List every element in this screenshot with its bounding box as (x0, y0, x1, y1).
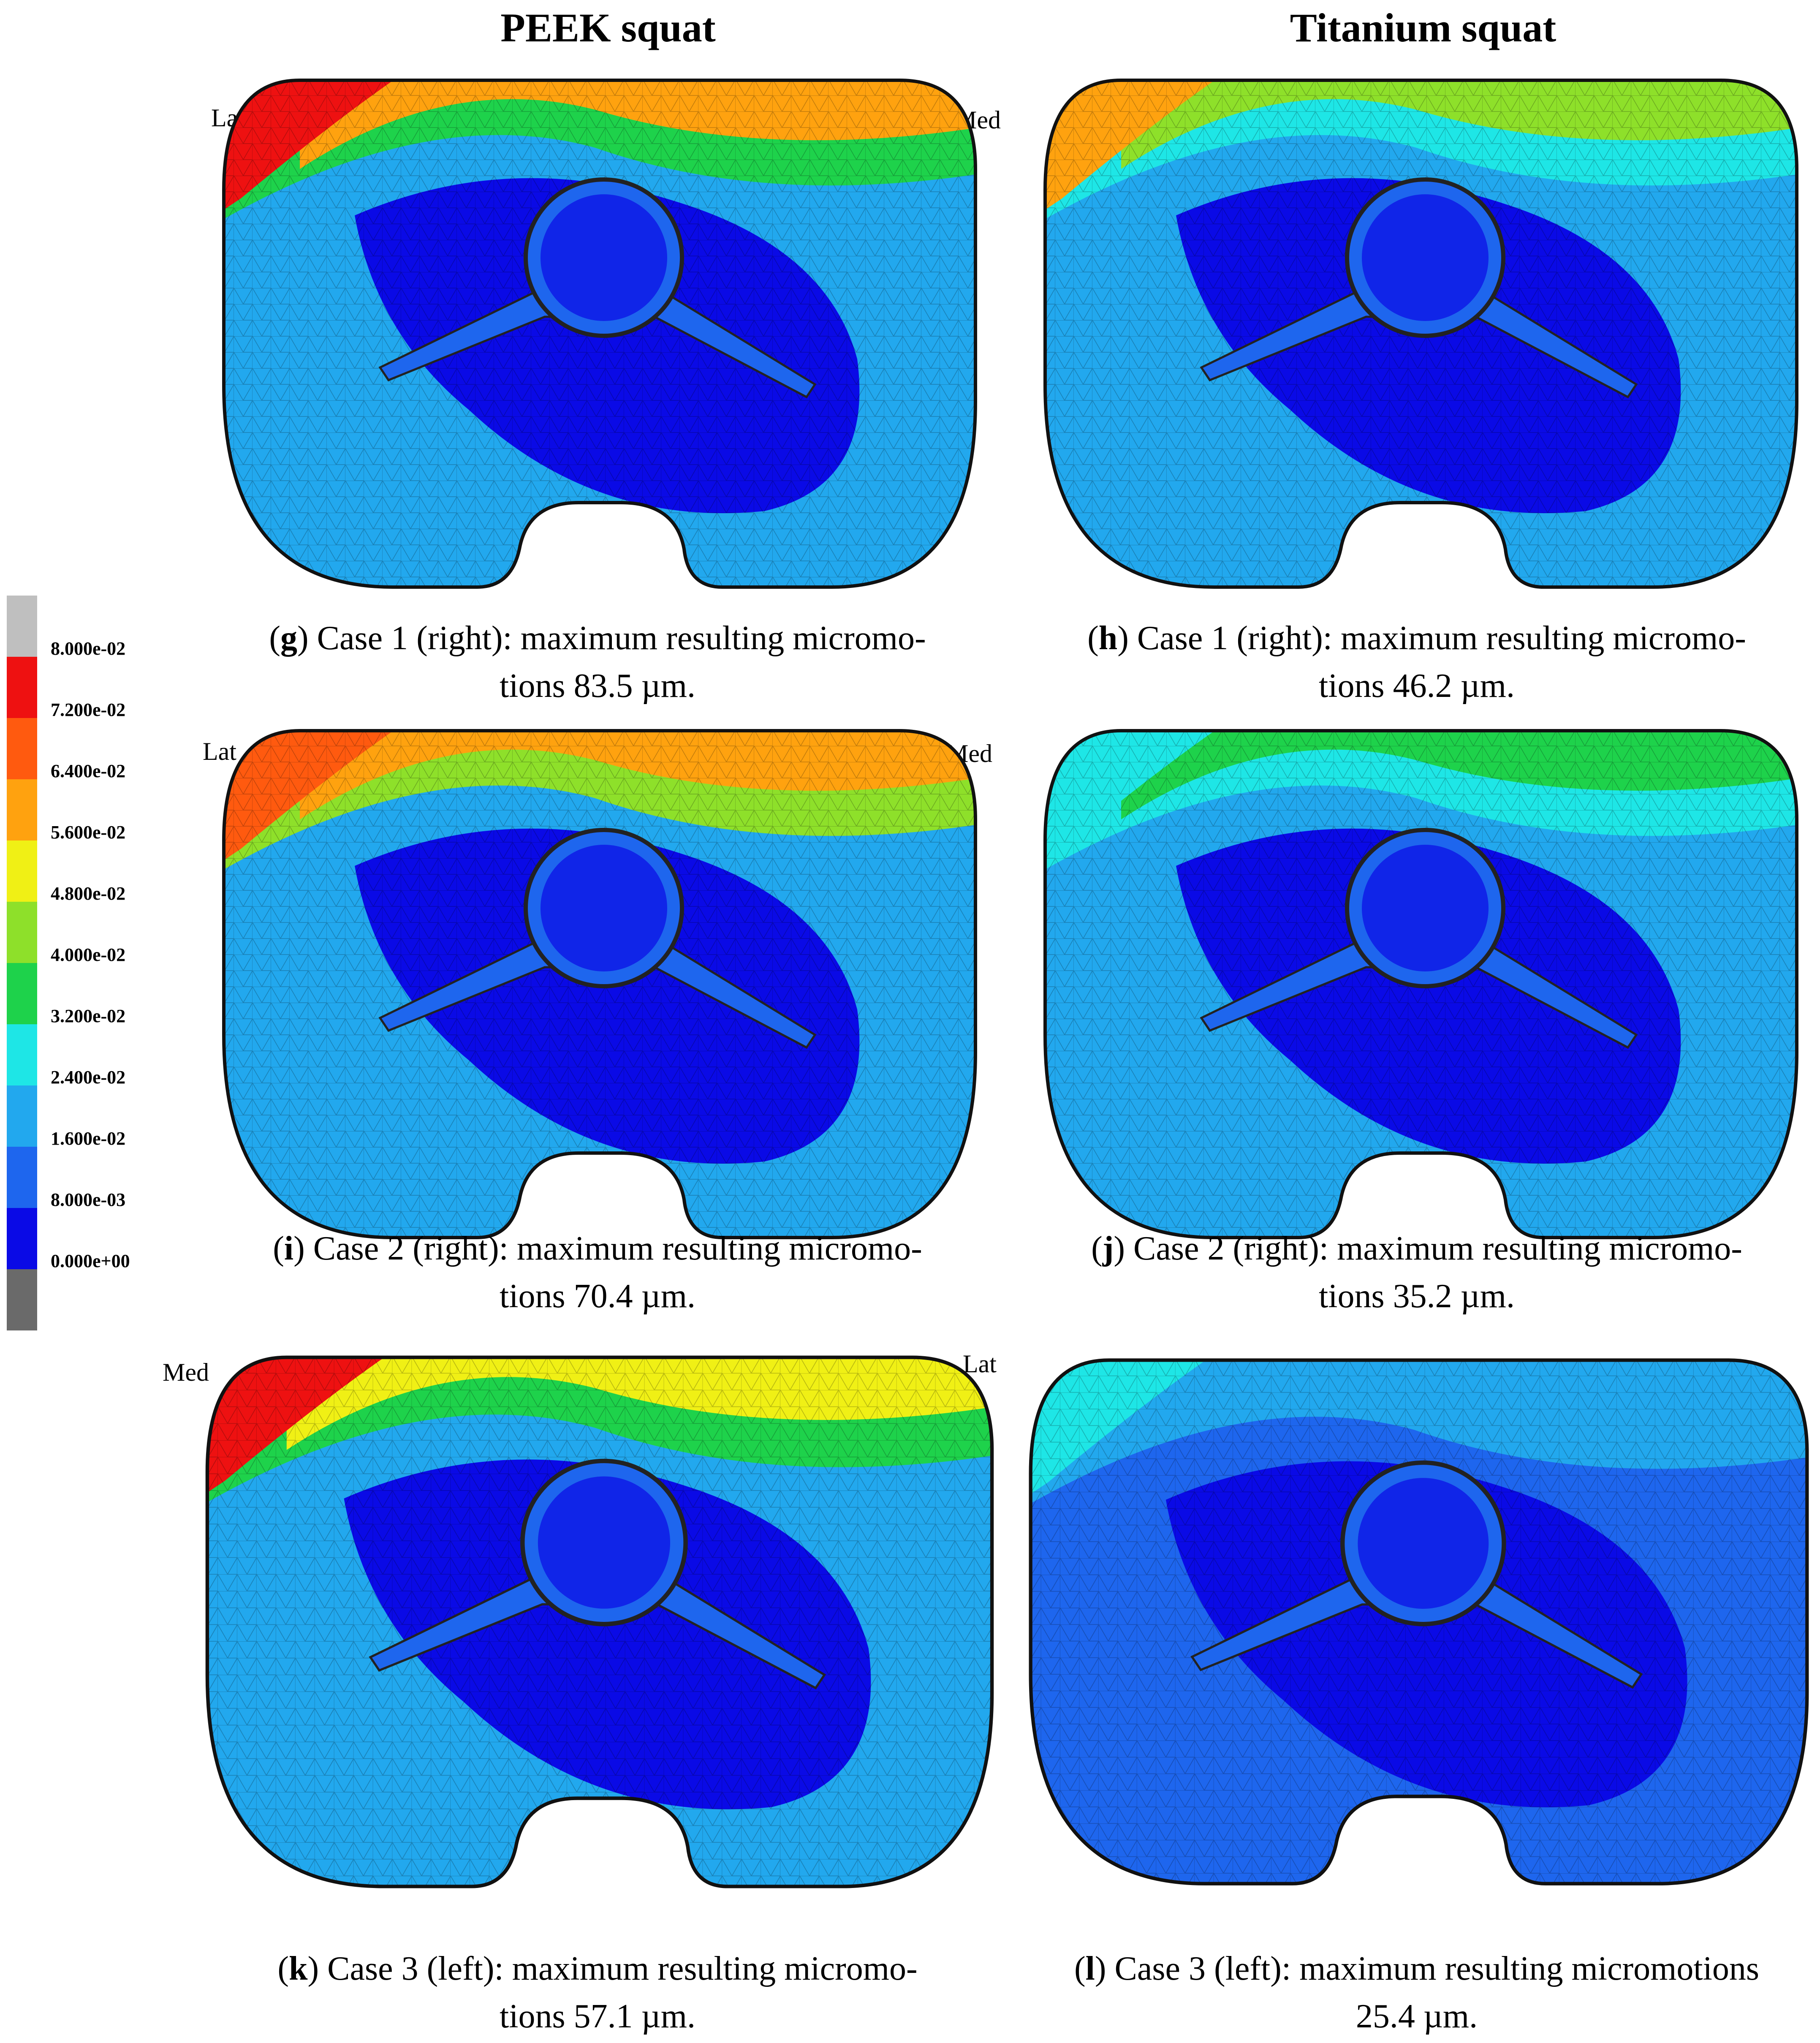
caption-k: (k) Case 3 (left): maximum resulting mic… (277, 1950, 918, 2035)
caption-h: (h) Case 1 (right): maximum resulting mi… (1087, 620, 1746, 705)
legend-swatch (7, 963, 37, 1024)
caption-line2: tions 70.4 µm. (500, 1278, 695, 1315)
contour-plot-panel-j (1043, 729, 1798, 1239)
legend-swatch (7, 596, 37, 657)
color-legend (7, 596, 37, 1330)
stem-inner (1362, 194, 1489, 321)
caption-letter: j (1102, 1230, 1114, 1267)
implant-outline (1043, 729, 1798, 1239)
contour-plot-panel-i (222, 729, 977, 1239)
legend-swatch (7, 1024, 37, 1085)
implant-outline (1043, 79, 1798, 589)
stem-inner (1362, 845, 1489, 971)
legend-label: 1.600e-02 (51, 1128, 126, 1149)
caption-line1: Case 1 (right): maximum resulting microm… (1128, 620, 1746, 657)
caption-line2: tions 83.5 µm. (500, 667, 695, 705)
caption-line2: tions 35.2 µm. (1319, 1278, 1515, 1315)
legend-label: 4.000e-02 (51, 944, 126, 965)
panel-k-left-label: Med (163, 1358, 209, 1386)
legend-label: 8.000e-02 (51, 638, 126, 659)
caption-line1: Case 3 (left): maximum resulting micromo… (1106, 1950, 1759, 1987)
legend-swatch (7, 779, 37, 841)
caption-line1: Case 2 (right): maximum resulting microm… (1125, 1230, 1742, 1267)
caption-letter: g (280, 620, 298, 657)
caption-letter: k (289, 1950, 308, 1987)
legend-swatch (7, 1208, 37, 1269)
caption-line1: Case 2 (right): maximum resulting microm… (304, 1230, 922, 1267)
stem-inner (1358, 1478, 1489, 1609)
caption-line2: tions 46.2 µm. (1319, 667, 1515, 705)
contour-field (1045, 731, 1797, 1238)
contour-plot-panel-k (205, 1355, 994, 1888)
legend-label: 0.000e+00 (51, 1251, 130, 1271)
column-title-titanium: Titanium squat (1290, 5, 1557, 50)
legend-swatch (7, 841, 37, 902)
caption-j: (j) Case 2 (right): maximum resulting mi… (1091, 1230, 1742, 1315)
column-title-peek: PEEK squat (500, 5, 716, 50)
caption-line2: 25.4 µm. (1355, 1998, 1478, 2035)
implant-outline (1029, 1358, 1809, 1885)
legend-label: 6.400e-02 (51, 761, 126, 781)
legend-swatch (7, 718, 37, 779)
implant-outline (222, 729, 977, 1239)
caption-letter: h (1098, 620, 1118, 657)
caption-line2: tions 57.1 µm. (500, 1998, 695, 2035)
legend-label: 8.000e-03 (51, 1189, 126, 1210)
caption-l: (l) Case 3 (left): maximum resulting mic… (1074, 1950, 1759, 2035)
stem-inner (538, 1476, 671, 1609)
caption-letter: l (1085, 1950, 1095, 1987)
stem-inner (541, 194, 667, 321)
caption-line1: Case 1 (right): maximum resulting microm… (308, 620, 926, 657)
panel-i-left-label: Lat (203, 737, 236, 765)
caption-line1: Case 3 (left): maximum resulting micromo… (319, 1950, 918, 1987)
stem-inner (541, 845, 667, 971)
contour-plot-panel-l (1029, 1358, 1809, 1885)
legend-swatch (7, 1147, 37, 1208)
panel-k-right-label: Lat (963, 1350, 997, 1378)
implant-outline (205, 1355, 994, 1888)
legend-swatch (7, 902, 37, 963)
legend-label: 7.200e-02 (51, 699, 126, 720)
legend-swatch (7, 1085, 37, 1147)
legend-label: 4.800e-02 (51, 883, 126, 904)
contour-plot-panel-h (1043, 79, 1798, 589)
legend-label: 5.600e-02 (51, 822, 126, 843)
caption-i: (i) Case 2 (right): maximum resulting mi… (273, 1230, 922, 1315)
legend-swatch (7, 657, 37, 718)
contour-plot-panel-g (222, 79, 977, 589)
caption-g: (g) Case 1 (right): maximum resulting mi… (269, 620, 926, 705)
legend-label: 2.400e-02 (51, 1067, 126, 1088)
caption-letter: i (284, 1230, 294, 1267)
legend-label: 3.200e-02 (51, 1006, 126, 1026)
implant-outline (222, 79, 977, 589)
legend-swatch (7, 1269, 37, 1330)
